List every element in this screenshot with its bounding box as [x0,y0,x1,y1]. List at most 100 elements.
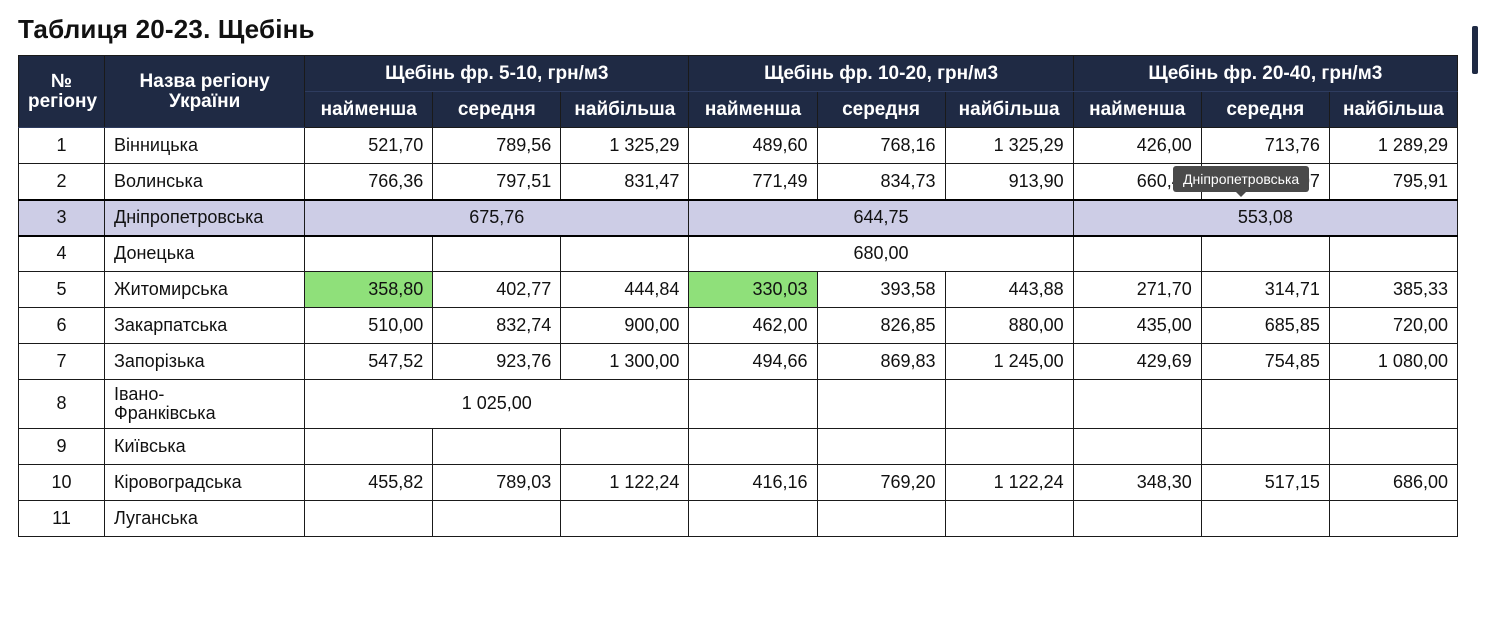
cell-value: 826,85 [817,308,945,344]
cell-value: 1 245,00 [945,344,1073,380]
cell-value: 923,76 [433,344,561,380]
cell-value: 385,33 [1329,272,1457,308]
cell-value [817,500,945,536]
cell-value: 402,77 [433,272,561,308]
cell-value: 686,00 [1329,464,1457,500]
cell-value: 831,47 [561,164,689,200]
table-head: №регіону Назва регіонуУкраїни Щебінь фр.… [19,56,1458,128]
cell-value: 795,91 [1329,164,1457,200]
table-row: 9Київська [19,428,1458,464]
cell-region-num: 11 [19,500,105,536]
cell-value [1201,236,1329,272]
cell-value: 547,52 [305,344,433,380]
cell-value: 660,44 [1073,164,1201,200]
cell-value: 443,88 [945,272,1073,308]
cell-value: 728,07 [1201,164,1329,200]
cell-value: 1 122,24 [561,464,689,500]
cell-value: 769,20 [817,464,945,500]
col-group-2: Щебінь фр. 20-40, грн/м3 [1073,56,1457,92]
col-sub: середня [817,92,945,128]
cell-value: 489,60 [689,128,817,164]
cell-region-num: 4 [19,236,105,272]
cell-region-num: 10 [19,464,105,500]
scrollbar-thumb[interactable] [1472,26,1478,74]
cell-merged: 644,75 [689,200,1073,236]
table-row: 5Житомирська358,80402,77444,84330,03393,… [19,272,1458,308]
table-row: 11Луганська [19,500,1458,536]
cell-value [1073,428,1201,464]
cell-value: 429,69 [1073,344,1201,380]
cell-region-num: 7 [19,344,105,380]
col-group-0: Щебінь фр. 5-10, грн/м3 [305,56,689,92]
cell-value [817,380,945,429]
cell-region-name: Луганська [105,500,305,536]
cell-value [305,500,433,536]
cell-value: 900,00 [561,308,689,344]
cell-value [1073,236,1201,272]
cell-value: 416,16 [689,464,817,500]
col-sub: найменша [305,92,433,128]
cell-region-num: 3 [19,200,105,236]
cell-value [1329,428,1457,464]
cell-value [1073,500,1201,536]
cell-value: 426,00 [1073,128,1201,164]
cell-region-name: Київська [105,428,305,464]
page-wrap: Таблиця 20-23. Щебінь №регіону Назва рег… [18,14,1482,537]
cell-region-name: Донецька [105,236,305,272]
cell-value: 1 289,29 [1329,128,1457,164]
cell-value: 435,00 [1073,308,1201,344]
cell-value [561,428,689,464]
cell-region-num: 8 [19,380,105,429]
cell-value: 1 122,24 [945,464,1073,500]
cell-region-name: Кіровоградська [105,464,305,500]
cell-region-num: 1 [19,128,105,164]
cell-value: 510,00 [305,308,433,344]
cell-value: 462,00 [689,308,817,344]
col-sub: найменша [1073,92,1201,128]
price-table: №регіону Назва регіонуУкраїни Щебінь фр.… [18,55,1458,537]
table-row: 10Кіровоградська455,82789,031 122,24416,… [19,464,1458,500]
cell-region-name: Запорізька [105,344,305,380]
cell-value: 768,16 [817,128,945,164]
cell-value: 913,90 [945,164,1073,200]
cell-region-name: Волинська [105,164,305,200]
col-sub: середня [1201,92,1329,128]
cell-value: 720,00 [1329,308,1457,344]
cell-value [945,428,1073,464]
col-sub: найбільша [945,92,1073,128]
table-body: 1Вінницька521,70789,561 325,29489,60768,… [19,128,1458,537]
col-sub: найбільша [1329,92,1457,128]
cell-value: 358,80 [305,272,433,308]
cell-value: 444,84 [561,272,689,308]
cell-merged: 680,00 [689,236,1073,272]
cell-value: 771,49 [689,164,817,200]
cell-value [433,428,561,464]
cell-merged: 553,08 [1073,200,1457,236]
cell-value [689,428,817,464]
cell-value [689,380,817,429]
cell-value [1201,380,1329,429]
cell-value: 314,71 [1201,272,1329,308]
table-row: 1Вінницька521,70789,561 325,29489,60768,… [19,128,1458,164]
cell-value: 494,66 [689,344,817,380]
cell-region-num: 6 [19,308,105,344]
cell-region-name: Дніпропетровська [105,200,305,236]
cell-value: 789,56 [433,128,561,164]
cell-value [1329,500,1457,536]
col-sub: найбільша [561,92,689,128]
cell-value: 789,03 [433,464,561,500]
cell-value [1201,428,1329,464]
cell-value: 834,73 [817,164,945,200]
col-region-name: Назва регіонуУкраїни [105,56,305,128]
cell-region-num: 5 [19,272,105,308]
cell-value: 330,03 [689,272,817,308]
cell-value: 832,74 [433,308,561,344]
cell-value [305,236,433,272]
cell-value: 754,85 [1201,344,1329,380]
cell-value: 766,36 [305,164,433,200]
table-title: Таблиця 20-23. Щебінь [18,14,1482,45]
cell-value: 517,15 [1201,464,1329,500]
cell-value: 797,51 [433,164,561,200]
table-row: 6Закарпатська510,00832,74900,00462,00826… [19,308,1458,344]
cell-value: 1 325,29 [561,128,689,164]
